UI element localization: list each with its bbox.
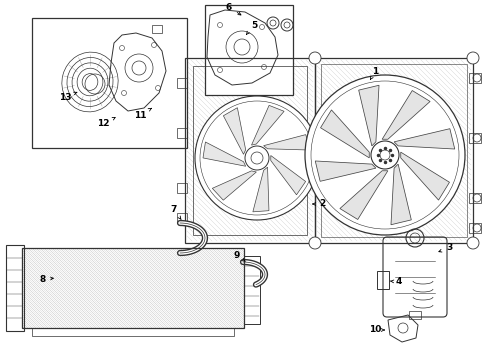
Text: 1: 1: [370, 68, 378, 80]
Polygon shape: [271, 156, 306, 195]
Circle shape: [305, 75, 465, 235]
Text: 13: 13: [59, 92, 77, 102]
Circle shape: [371, 141, 399, 169]
Polygon shape: [223, 108, 245, 154]
Bar: [205, 5, 293, 95]
Polygon shape: [382, 90, 430, 139]
Text: 4: 4: [390, 278, 402, 287]
Circle shape: [309, 52, 321, 64]
Polygon shape: [401, 152, 449, 200]
Polygon shape: [253, 167, 269, 212]
Bar: [321, 64, 467, 237]
Bar: [377, 271, 389, 289]
Polygon shape: [394, 129, 455, 149]
Bar: [409, 311, 421, 319]
Circle shape: [467, 237, 479, 249]
Text: 12: 12: [97, 117, 115, 129]
Bar: [32, 328, 234, 336]
Polygon shape: [212, 171, 256, 200]
Text: 9: 9: [234, 252, 245, 261]
Circle shape: [467, 52, 479, 64]
Bar: [185, 58, 315, 243]
Bar: [469, 193, 481, 203]
Circle shape: [195, 96, 319, 220]
Bar: [469, 133, 481, 143]
Text: 2: 2: [313, 199, 325, 208]
Polygon shape: [251, 105, 284, 145]
Polygon shape: [340, 171, 388, 220]
Text: 7: 7: [171, 206, 181, 220]
Bar: [244, 256, 260, 324]
Text: 10: 10: [369, 325, 384, 334]
Bar: [177, 183, 187, 193]
Text: 11: 11: [134, 108, 151, 120]
Bar: [177, 128, 187, 138]
Bar: [22, 248, 244, 328]
Polygon shape: [203, 142, 245, 166]
Text: 8: 8: [40, 274, 53, 284]
Bar: [177, 213, 187, 223]
Bar: [32, 18, 187, 148]
Polygon shape: [320, 110, 369, 158]
Circle shape: [245, 146, 269, 170]
Circle shape: [309, 237, 321, 249]
Bar: [469, 223, 481, 233]
Bar: [315, 58, 473, 243]
Polygon shape: [391, 164, 411, 225]
Polygon shape: [264, 135, 310, 150]
Text: 6: 6: [226, 3, 241, 15]
Text: 5: 5: [246, 21, 257, 35]
Text: 3: 3: [439, 243, 452, 252]
Bar: [469, 73, 481, 83]
Polygon shape: [359, 85, 379, 146]
Bar: [6, 245, 24, 331]
Polygon shape: [315, 161, 376, 181]
Bar: [177, 78, 187, 88]
Bar: [193, 66, 307, 235]
Bar: [152, 25, 162, 33]
